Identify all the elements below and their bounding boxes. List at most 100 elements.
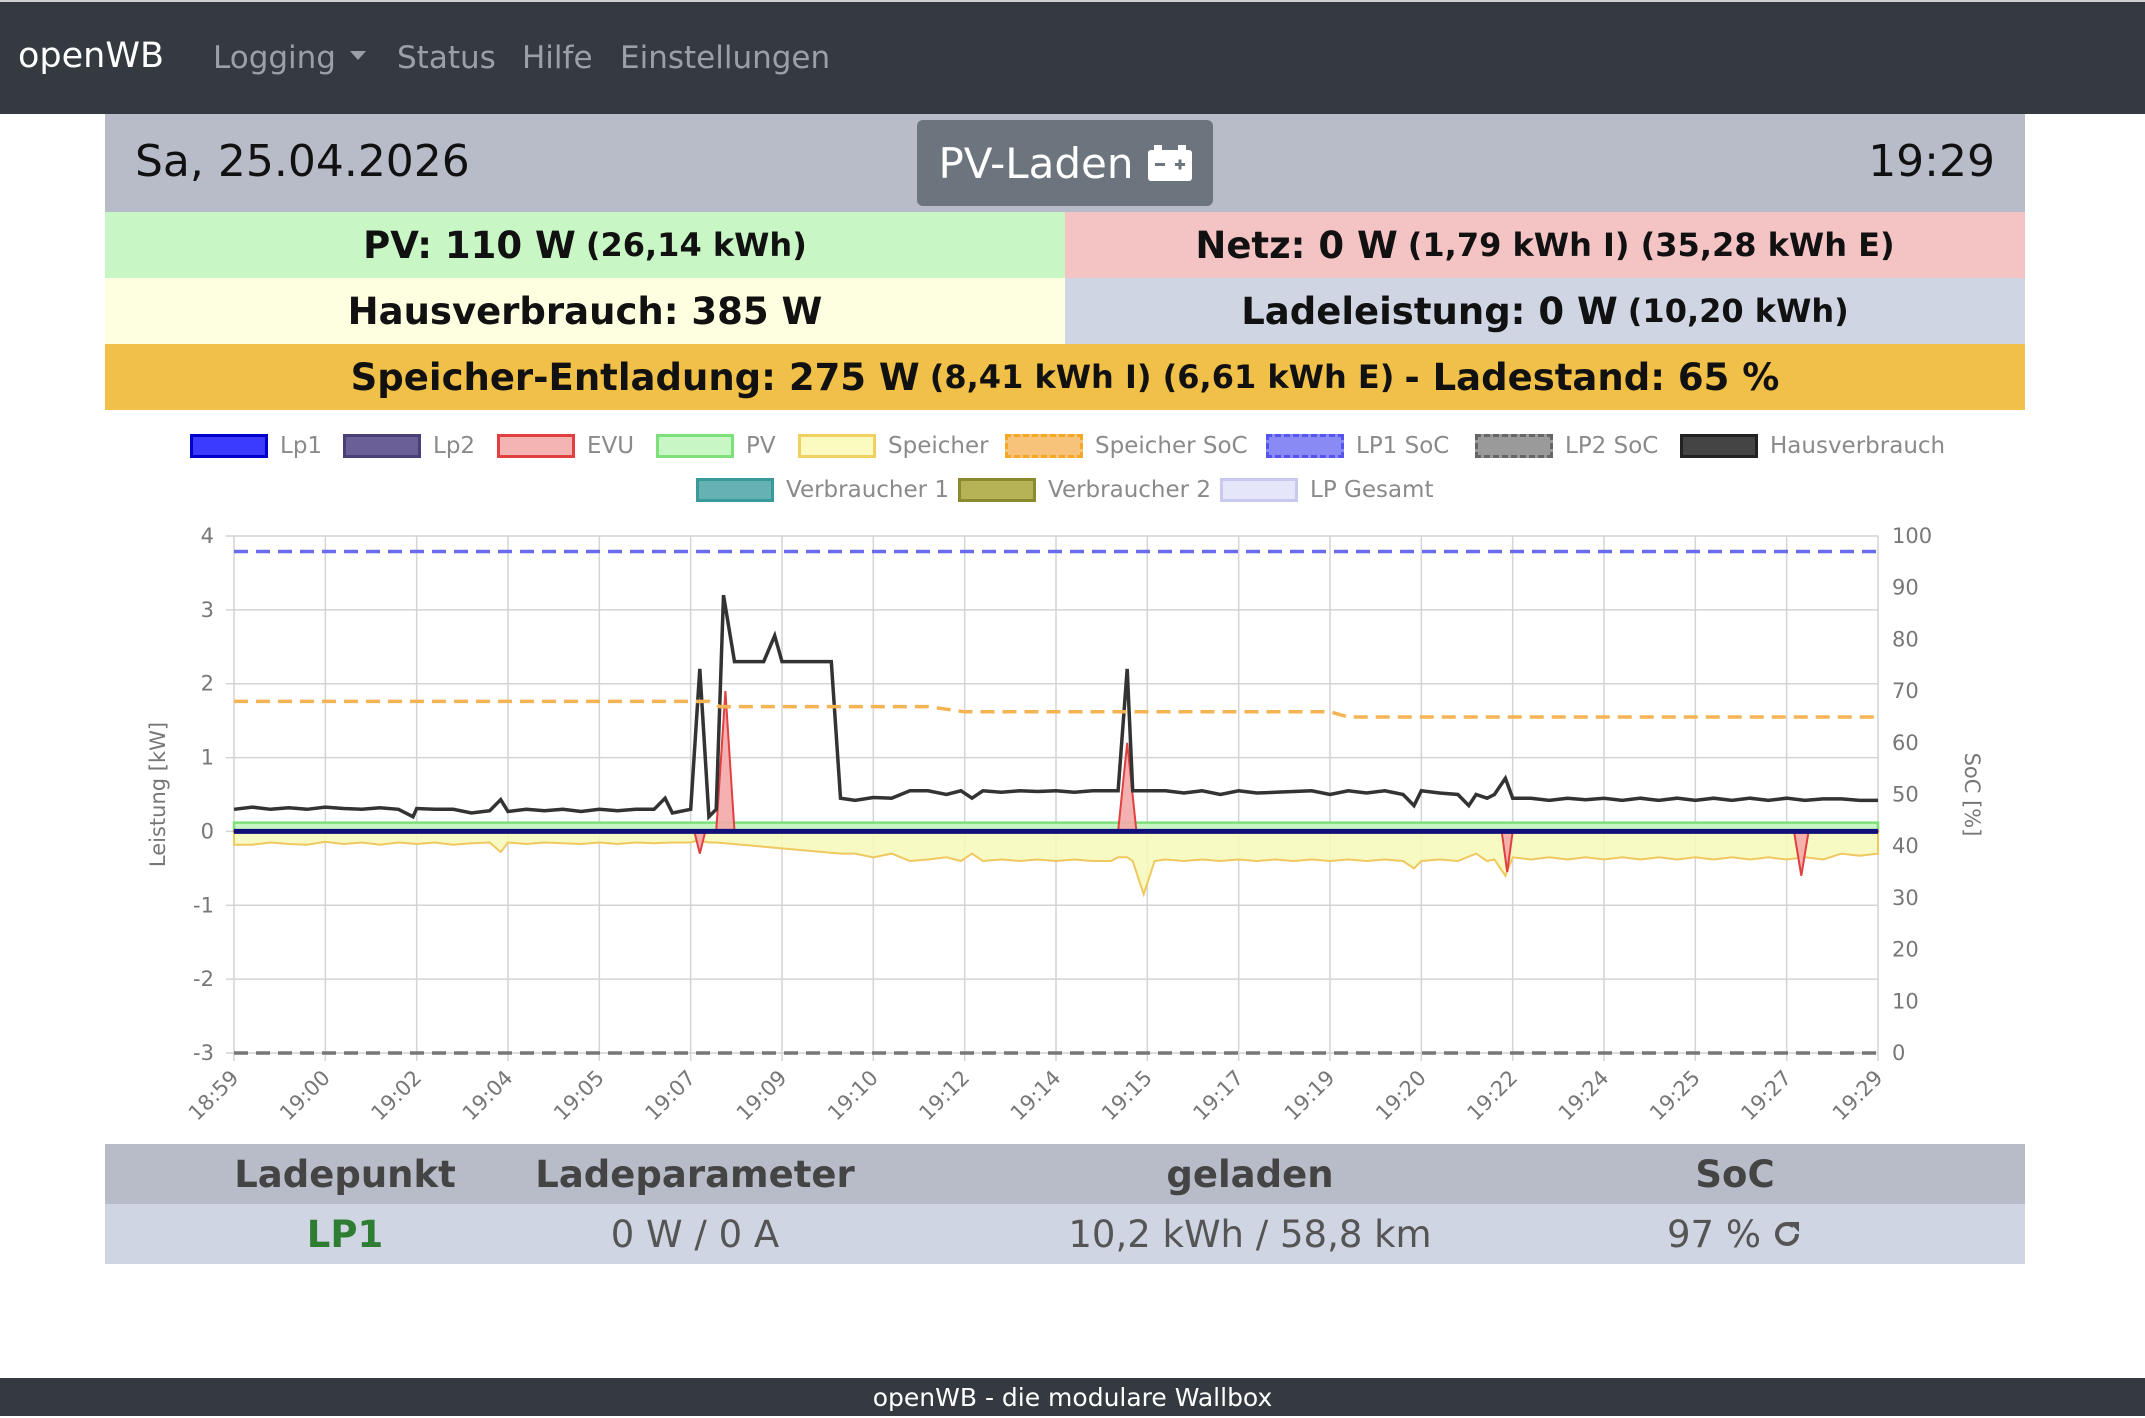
ladepunkt-name[interactable]: LP1 xyxy=(306,1212,384,1256)
speicher-energy: (8,41 kWh I) (6,61 kWh E) xyxy=(929,358,1395,396)
y-left-tick-label: 1 xyxy=(201,746,214,770)
pv-stat: PV: 110 W (26,14 kWh) xyxy=(105,212,1065,278)
pv-value: PV: 110 W xyxy=(363,223,576,267)
x-tick-label: 19:10 xyxy=(823,1066,883,1126)
refresh-icon[interactable] xyxy=(1771,1218,1803,1250)
series-hausverbrauch xyxy=(233,594,1878,821)
legend-item-verbraucher-1[interactable]: Verbraucher 1 xyxy=(696,477,949,503)
col-soc: SoC xyxy=(1695,1152,1775,1196)
series-pv xyxy=(232,821,1880,833)
current-time: 19:29 xyxy=(1868,136,1995,187)
legend-label: PV xyxy=(746,433,776,459)
geladen-value: 10,2 kWh / 58,8 km xyxy=(1068,1212,1432,1256)
y-right-tick-label: 100 xyxy=(1892,524,1932,548)
chevron-down-icon xyxy=(350,51,366,60)
brand-logo[interactable]: openWB xyxy=(18,36,164,76)
legend-item-lp1-soc[interactable]: LP1 SoC xyxy=(1266,433,1449,459)
series-speicher xyxy=(233,830,1879,898)
legend-item-lp2[interactable]: Lp2 xyxy=(343,433,475,459)
legend-label: Lp1 xyxy=(280,433,323,459)
legend-label: EVU xyxy=(587,433,635,459)
x-tick-label: 19:12 xyxy=(914,1066,974,1126)
legend-swatch xyxy=(696,478,774,502)
y-right-tick-label: 80 xyxy=(1892,627,1919,651)
x-tick-label: 19:14 xyxy=(1006,1066,1066,1126)
nav-status[interactable]: Status xyxy=(397,40,496,76)
hausverbrauch-value: Hausverbrauch: 385 W xyxy=(347,289,823,333)
x-tick-label: 19:27 xyxy=(1736,1066,1796,1126)
x-tick-label: 19:05 xyxy=(549,1066,609,1126)
legend-label: LP1 SoC xyxy=(1356,433,1450,459)
y-left-tick-label: 0 xyxy=(201,819,214,843)
legend-swatch xyxy=(1266,434,1344,458)
y-right-axis-title: SoC [%] xyxy=(1960,753,1984,837)
legend-item-speicher[interactable]: Speicher xyxy=(798,433,989,459)
legend-swatch xyxy=(1005,434,1083,458)
y-left-axis-title: Leistung [kW] xyxy=(146,722,170,867)
y-right-tick-label: 60 xyxy=(1892,731,1919,755)
nav-logging-dropdown[interactable]: Logging xyxy=(213,40,366,76)
hausverbrauch-stat: Hausverbrauch: 385 W xyxy=(105,278,1065,344)
ladepunkt-table-header: Ladepunkt Ladeparameter geladen SoC xyxy=(105,1144,2025,1204)
y-left-tick-label: 2 xyxy=(201,672,214,696)
soc-value: 97 % xyxy=(1667,1212,1761,1256)
legend-label: Lp2 xyxy=(433,433,476,459)
netz-value: Netz: 0 W xyxy=(1195,223,1398,267)
speicher-stat: Speicher-Entladung: 275 W (8,41 kWh I) (6… xyxy=(105,344,2025,410)
x-tick-label: 19:04 xyxy=(458,1066,518,1126)
netz-stat: Netz: 0 W (1,79 kWh I) (35,28 kWh E) xyxy=(1065,212,2025,278)
legend-label: Speicher xyxy=(888,433,989,459)
legend-item-evu[interactable]: EVU xyxy=(497,433,634,459)
legend-swatch xyxy=(798,434,876,458)
y-right-tick-label: 30 xyxy=(1892,886,1919,910)
legend-item-verbraucher-2[interactable]: Verbraucher 2 xyxy=(958,477,1211,503)
y-right-tick-label: 10 xyxy=(1892,989,1919,1013)
y-left-tick-label: 3 xyxy=(201,598,214,622)
ladeleistung-energy: (10,20 kWh) xyxy=(1627,292,1849,330)
x-tick-label: 19:22 xyxy=(1462,1066,1522,1126)
legend-swatch xyxy=(958,478,1036,502)
x-tick-label: 19:15 xyxy=(1097,1066,1157,1126)
y-right-tick-label: 90 xyxy=(1892,576,1919,600)
col-ladepunkt: Ladepunkt xyxy=(234,1152,456,1196)
legend-label: LP Gesamt xyxy=(1310,477,1434,503)
legend-swatch xyxy=(1475,434,1553,458)
y-right-tick-label: 20 xyxy=(1892,938,1919,962)
legend-item-speicher-soc[interactable]: Speicher SoC xyxy=(1005,433,1248,459)
speicher-ladestand: - Ladestand: 65 % xyxy=(1404,355,1780,399)
header-row: Sa, 25.04.2026 PV-Laden 19:29 xyxy=(105,114,2025,212)
y-left-tick-label: 4 xyxy=(201,524,214,548)
x-tick-label: 19:19 xyxy=(1280,1066,1340,1126)
y-left-tick-label: -3 xyxy=(193,1041,214,1065)
charge-mode-button[interactable]: PV-Laden xyxy=(917,120,1213,206)
legend-item-pv[interactable]: PV xyxy=(656,433,776,459)
legend-swatch xyxy=(343,434,421,458)
x-tick-label: 19:17 xyxy=(1188,1066,1248,1126)
nav-hilfe[interactable]: Hilfe xyxy=(522,40,593,76)
x-tick-label: 19:00 xyxy=(275,1066,335,1126)
col-geladen: geladen xyxy=(1166,1152,1334,1196)
x-tick-label: 19:20 xyxy=(1371,1066,1431,1126)
legend-item-lp2-soc[interactable]: LP2 SoC xyxy=(1475,433,1658,459)
nav-einstellungen[interactable]: Einstellungen xyxy=(620,40,831,76)
legend-label: Verbraucher 2 xyxy=(1048,477,1212,503)
legend-item-lp-gesamt[interactable]: LP Gesamt xyxy=(1220,477,1433,503)
nav-logging-label: Logging xyxy=(213,40,336,76)
series-speicher-soc xyxy=(234,699,1878,719)
x-tick-label: 18:59 xyxy=(184,1066,244,1126)
series-evu xyxy=(233,691,1879,876)
y-left-tick-label: -1 xyxy=(193,893,214,917)
legend-swatch xyxy=(1220,478,1298,502)
y-left-tick-label: -2 xyxy=(193,967,214,991)
navbar: openWB Logging Status Hilfe Einstellunge… xyxy=(0,0,2145,114)
pv-energy: (26,14 kWh) xyxy=(585,226,807,264)
x-tick-label: 19:25 xyxy=(1645,1066,1705,1126)
speicher-value: Speicher-Entladung: 275 W xyxy=(350,355,920,399)
legend-item-lp1[interactable]: Lp1 xyxy=(190,433,322,459)
y-right-tick-label: 70 xyxy=(1892,679,1919,703)
x-tick-label: 19:29 xyxy=(1828,1066,1888,1126)
legend-item-hausverbrauch[interactable]: Hausverbrauch xyxy=(1680,433,1945,459)
table-row: LP1 0 W / 0 A 10,2 kWh / 58,8 km 97 % xyxy=(105,1204,2025,1264)
legend-label: Verbraucher 1 xyxy=(786,477,950,503)
y-right-tick-label: 0 xyxy=(1892,1041,1905,1065)
